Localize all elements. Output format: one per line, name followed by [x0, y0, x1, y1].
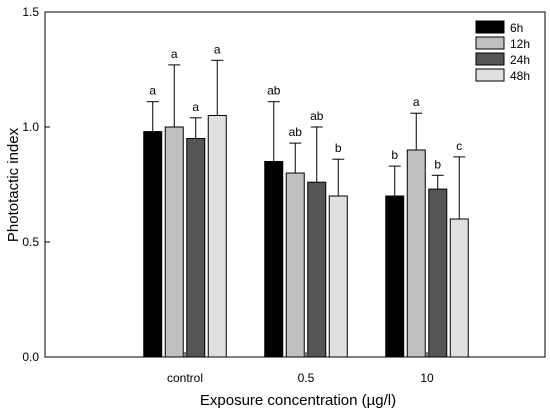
significance-letter: ab	[267, 84, 281, 98]
bar-24h-10	[428, 188, 448, 358]
bar-48h-control	[207, 115, 227, 358]
legend-swatch-48h	[475, 68, 505, 82]
y-tick-label: 0.5	[22, 235, 39, 249]
legend-swatch-24h	[475, 52, 505, 66]
y-tick-label: 1.5	[22, 5, 39, 19]
significance-letter: c	[456, 139, 462, 153]
bar-24h-0.5	[307, 181, 327, 358]
y-tick-label: 0.0	[22, 350, 39, 364]
bar-6h-control	[143, 131, 163, 358]
significance-letter: a	[171, 47, 178, 61]
x-tick-label: control	[167, 371, 203, 385]
x-tick-label: 10	[420, 371, 434, 385]
legend-label-24h: 24h	[510, 53, 530, 67]
y-axis-label: Phototactic index	[5, 127, 22, 242]
bar-6h-10	[385, 195, 405, 358]
significance-letter: ab	[289, 125, 303, 139]
significance-letter: b	[335, 141, 342, 155]
significance-letter: ab	[310, 109, 324, 123]
legend-swatch-12h	[475, 36, 505, 50]
bar-12h-10	[406, 149, 426, 358]
significance-letter: a	[413, 95, 420, 109]
significance-letter: a	[214, 42, 221, 56]
bar-6h-0.5	[264, 161, 284, 358]
legend-label-48h: 48h	[510, 69, 530, 83]
significance-letter: a	[192, 100, 199, 114]
bar-48h-10	[449, 218, 469, 358]
bar-24h-control	[186, 138, 206, 358]
bar-12h-0.5	[285, 172, 305, 358]
x-tick-label: 0.5	[298, 371, 315, 385]
legend-label-6h: 6h	[510, 21, 523, 35]
significance-letter: b	[391, 148, 398, 162]
y-tick-label: 1.0	[22, 120, 39, 134]
significance-letter: b	[434, 157, 441, 171]
bar-48h-0.5	[328, 195, 348, 358]
x-axis-label: Exposure concentration (µg/l)	[200, 392, 396, 409]
legend-label-12h: 12h	[510, 37, 530, 51]
legend-swatch-6h	[475, 20, 505, 34]
significance-letter: a	[149, 84, 156, 98]
bar-12h-control	[164, 126, 184, 358]
